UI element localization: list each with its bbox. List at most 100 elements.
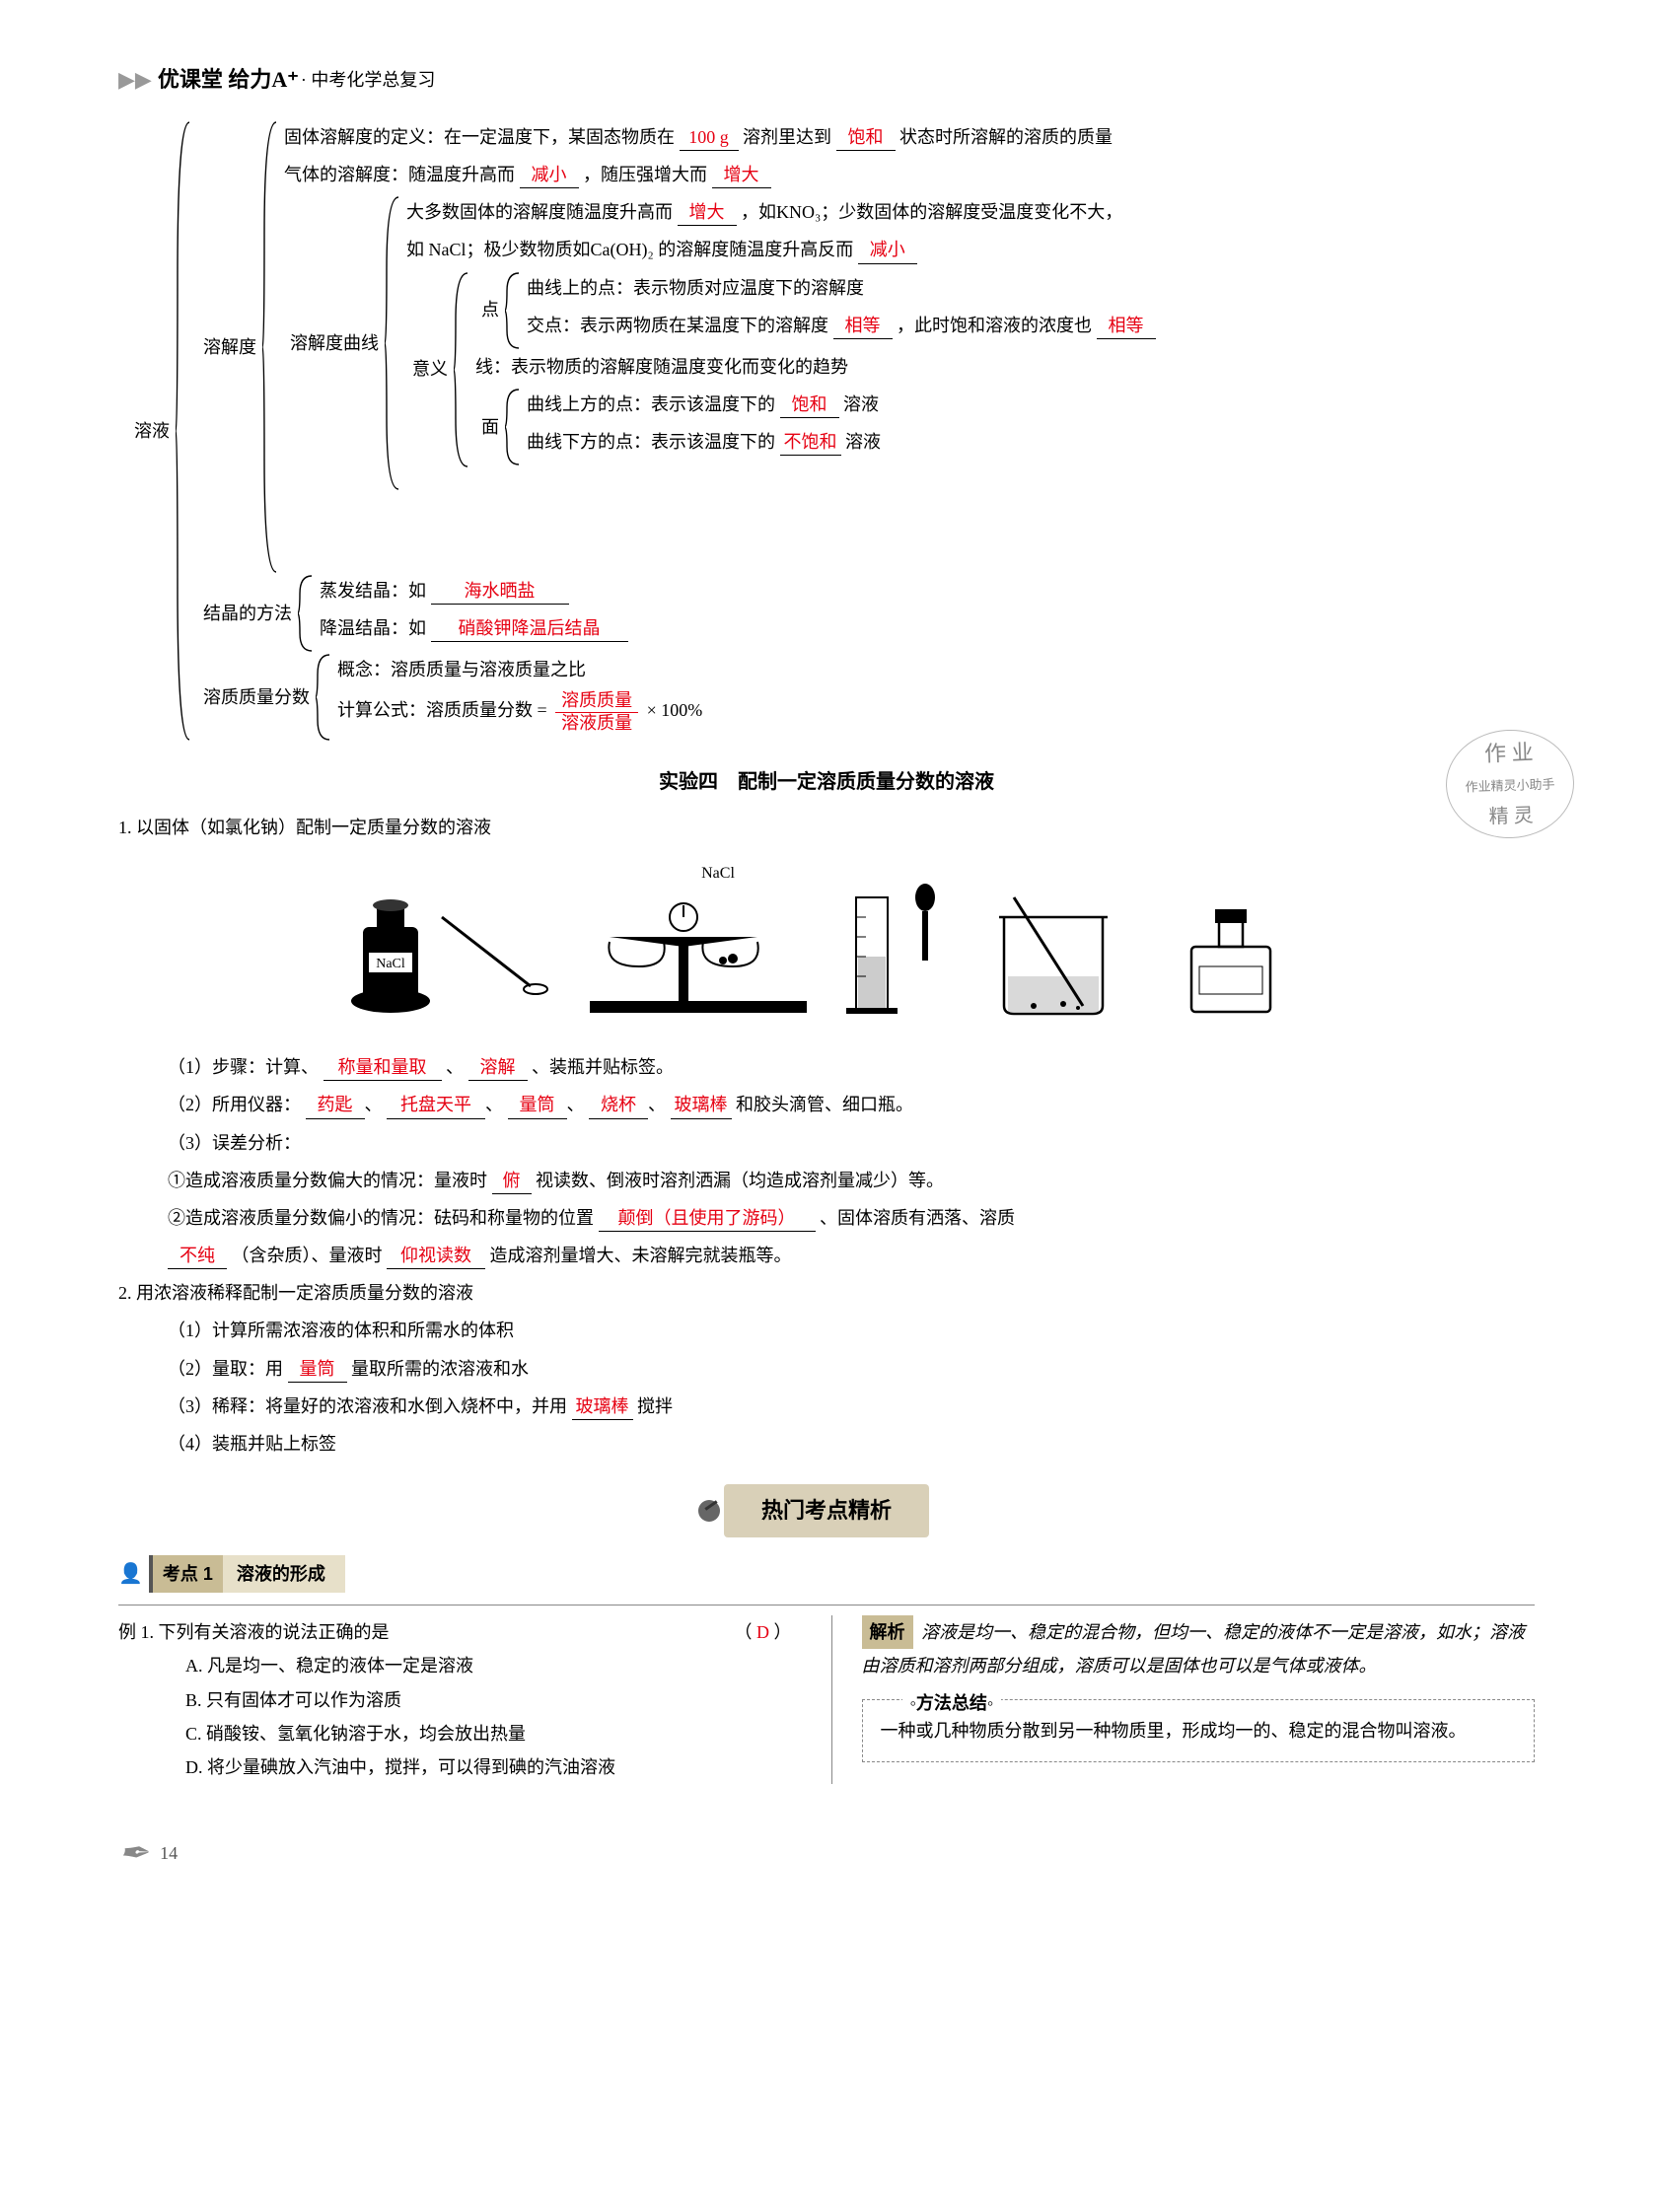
fill-blank: 增大 bbox=[712, 163, 771, 188]
text-line: 计算公式：溶质质量分数 = 溶质质量 溶液质量 × 100% bbox=[337, 690, 1535, 734]
fill-blank: 硝酸钾降温后结晶 bbox=[431, 616, 628, 642]
text-line: 降温结晶：如 硝酸钾降温后结晶 bbox=[320, 611, 1535, 645]
text-line: 不纯 （含杂质）、量液时 仰视读数 造成溶剂量增大、未溶解完就装瓶等。 bbox=[168, 1239, 1535, 1272]
text-line: 大多数固体的溶解度随温度升高而 增大 ，如KNO₃；少数固体的溶解度受温度变化不… bbox=[406, 195, 1535, 229]
answer-letter: D bbox=[756, 1622, 769, 1642]
nacl-label: NaCl bbox=[376, 957, 405, 971]
brace-icon bbox=[316, 653, 331, 742]
kaodian-title: 溶液的形成 bbox=[223, 1555, 345, 1593]
fill-blank: 仰视读数 bbox=[387, 1244, 485, 1269]
text-line: 曲线下方的点：表示该温度下的 不饱和 溶液 bbox=[527, 425, 1535, 459]
brace-icon bbox=[385, 195, 400, 491]
text-line: （1）计算所需浓溶液的体积和所需水的体积 bbox=[168, 1314, 1535, 1347]
text-line: 1. 以固体（如氯化钠）配制一定质量分数的溶液 bbox=[118, 811, 1535, 844]
meaning-label: 意义 bbox=[406, 271, 454, 468]
text-line: 气体的溶解度：随温度升高而 减小 ，随压强增大而 增大 bbox=[284, 158, 1535, 191]
brace-icon bbox=[262, 120, 278, 574]
feather-icon: ✒ bbox=[118, 1820, 148, 1887]
curve-label: 溶解度曲线 bbox=[284, 195, 385, 491]
nacl-top-label: NaCl bbox=[701, 865, 735, 882]
text-line: （3）误差分析： bbox=[168, 1126, 1535, 1160]
person-icon: 👤 bbox=[118, 1555, 143, 1593]
fill-blank: 玻璃棒 bbox=[572, 1394, 633, 1420]
fill-blank: 药匙 bbox=[306, 1093, 365, 1118]
text-line: （1）步骤：计算、 称量和量取 、 溶解 、装瓶并贴标签。 bbox=[168, 1050, 1535, 1084]
brand-text: 优课堂 给力A⁺ bbox=[158, 59, 299, 101]
header-subtitle: · 中考化学总复习 bbox=[301, 63, 436, 97]
brace-icon bbox=[505, 271, 521, 350]
section-banner: 热门考点精析 bbox=[118, 1484, 1535, 1537]
fill-blank: 增大 bbox=[678, 200, 737, 226]
brace-icon bbox=[454, 271, 469, 468]
jiexi-tag: 解析 bbox=[862, 1615, 913, 1649]
jiexi-text: 溶液是均一、稳定的混合物，但均一、稳定的液体不一定是溶液，如水；溶液由溶质和溶剂… bbox=[862, 1622, 1526, 1676]
mian-label: 面 bbox=[475, 388, 505, 466]
fraction-num: 溶质质量 bbox=[555, 690, 638, 713]
jiejing-label: 结晶的方法 bbox=[197, 574, 298, 653]
fraction-den: 溶液质量 bbox=[555, 713, 638, 735]
two-column-layout: 例 1. 下列有关溶液的说法正确的是 （ D ） A. 凡是均一、稳定的液体一定… bbox=[118, 1615, 1535, 1784]
text-line: （2）所用仪器： 药匙、 托盘天平、 量筒、 烧杯、 玻璃棒 和胶头滴管、细口瓶… bbox=[168, 1088, 1535, 1121]
fill-blank: 相等 bbox=[833, 314, 893, 339]
fill-blank: 不纯 bbox=[168, 1244, 227, 1269]
brace-icon bbox=[298, 574, 314, 653]
mass-label: 溶质质量分数 bbox=[197, 653, 316, 742]
brace-icon bbox=[176, 120, 191, 742]
text-line: 固体溶解度的定义：在一定温度下，某固态物质在 100 g 溶剂里达到 饱和 状态… bbox=[284, 120, 1535, 154]
experiment-title: 实验四 配制一定溶质质量分数的溶液 bbox=[118, 763, 1535, 801]
fill-blank: 减小 bbox=[520, 163, 579, 188]
header-arrow-icon: ▶▶ bbox=[118, 59, 152, 101]
page-header: ▶▶ 优课堂 给力A⁺ · 中考化学总复习 bbox=[118, 59, 1535, 101]
concept-tree: 溶液 溶解度 固体溶解度的定义：在一定温度下，某固态物质在 100 g 溶剂里达… bbox=[128, 120, 1535, 742]
left-column: 例 1. 下列有关溶液的说法正确的是 （ D ） A. 凡是均一、稳定的液体一定… bbox=[118, 1615, 792, 1784]
fill-blank: 托盘天平 bbox=[387, 1093, 485, 1118]
method-box: ◦方法总结◦ 一种或几种物质分散到另一种物质里，形成均一的、稳定的混合物叫溶液。 bbox=[862, 1699, 1536, 1762]
text-line: 交点：表示两物质在某温度下的溶解度 相等 ，此时饱和溶液的浓度也 相等 bbox=[527, 309, 1535, 342]
text-line: ②造成溶液质量分数偏小的情况：砝码和称量物的位置 颠倒（且使用了游码） 、固体溶… bbox=[168, 1201, 1535, 1235]
fill-blank: 饱和 bbox=[836, 125, 896, 151]
fill-blank: 量筒 bbox=[508, 1093, 567, 1118]
question-stem: 例 1. 下列有关溶液的说法正确的是 （ D ） bbox=[118, 1615, 792, 1649]
fill-blank: 饱和 bbox=[780, 392, 839, 418]
text-line: 线：表示物质的溶解度随温度变化而变化的趋势 bbox=[475, 350, 1535, 384]
text-line: 2. 用浓溶液稀释配制一定溶质质量分数的溶液 bbox=[118, 1276, 1535, 1310]
text-line: 曲线上的点：表示物质对应温度下的溶解度 bbox=[527, 271, 1535, 305]
kaodian-bar: 👤 考点 1 溶液的形成 bbox=[118, 1555, 1535, 1593]
fill-blank: 100 g bbox=[680, 125, 739, 151]
fraction: 溶质质量 溶液质量 bbox=[555, 690, 638, 734]
text-line: ①造成溶液质量分数偏大的情况：量液时 俯 视读数、倒液时溶剂洒漏（均造成溶剂量减… bbox=[168, 1164, 1535, 1197]
fill-blank: 相等 bbox=[1097, 314, 1156, 339]
text-line: （3）稀释：将量好的浓溶液和水倒入烧杯中，并用 玻璃棒 搅拌 bbox=[168, 1390, 1535, 1423]
jiexi-block: 解析 溶液是均一、稳定的混合物，但均一、稳定的液体不一定是溶液，如水；溶液由溶质… bbox=[862, 1615, 1536, 1682]
option-b: B. 只有固体才可以作为溶质 bbox=[185, 1683, 792, 1717]
stamp-line1: 作 业 bbox=[1483, 732, 1534, 774]
page-footer: ✒ 14 bbox=[118, 1820, 1535, 1887]
stamp-line2: 作业精灵小助手 bbox=[1465, 772, 1555, 800]
fill-blank: 称量和量取 bbox=[323, 1055, 442, 1081]
text-line: （2）量取：用 量筒 量取所需的浓溶液和水 bbox=[168, 1352, 1535, 1386]
fill-blank: 俯 bbox=[492, 1169, 532, 1194]
root-label: 溶液 bbox=[128, 120, 176, 742]
option-c: C. 硝酸铵、氢氧化钠溶于水，均会放出热量 bbox=[185, 1717, 792, 1750]
option-a: A. 凡是均一、稳定的液体一定是溶液 bbox=[185, 1649, 792, 1682]
brace-icon bbox=[505, 388, 521, 466]
banner-title: 热门考点精析 bbox=[724, 1484, 929, 1537]
fill-blank: 海水晒盐 bbox=[431, 579, 569, 605]
text-line: 曲线上方的点：表示该温度下的 饱和 溶液 bbox=[527, 388, 1535, 421]
right-column: 解析 溶液是均一、稳定的混合物，但均一、稳定的液体不一定是溶液，如水；溶液由溶质… bbox=[831, 1615, 1536, 1784]
stamp-line3: 精 灵 bbox=[1488, 797, 1534, 836]
fill-blank: 溶解 bbox=[468, 1055, 528, 1081]
text-line: 蒸发结晶：如 海水晒盐 bbox=[320, 574, 1535, 607]
text-line: 概念：溶质质量与溶液质量之比 bbox=[337, 653, 1535, 686]
fill-blank: 减小 bbox=[858, 238, 917, 263]
kaodian-tag: 考点 1 bbox=[149, 1555, 223, 1593]
text-line: 如 NaCl；极少数物质如Ca(OH)₂ 的溶解度随温度升高反而 减小 bbox=[406, 233, 1535, 266]
text-line: （4）装瓶并贴上标签 bbox=[168, 1427, 1535, 1461]
dian-label: 点 bbox=[475, 271, 505, 350]
method-title: ◦方法总结◦ bbox=[902, 1686, 1002, 1720]
experiment-illustration: NaCl NaCl bbox=[118, 858, 1535, 1036]
fill-blank: 颠倒（且使用了游码） bbox=[599, 1206, 816, 1232]
fill-blank: 烧杯 bbox=[589, 1093, 648, 1118]
page-number: 14 bbox=[160, 1836, 178, 1870]
fill-blank: 不饱和 bbox=[780, 430, 841, 456]
